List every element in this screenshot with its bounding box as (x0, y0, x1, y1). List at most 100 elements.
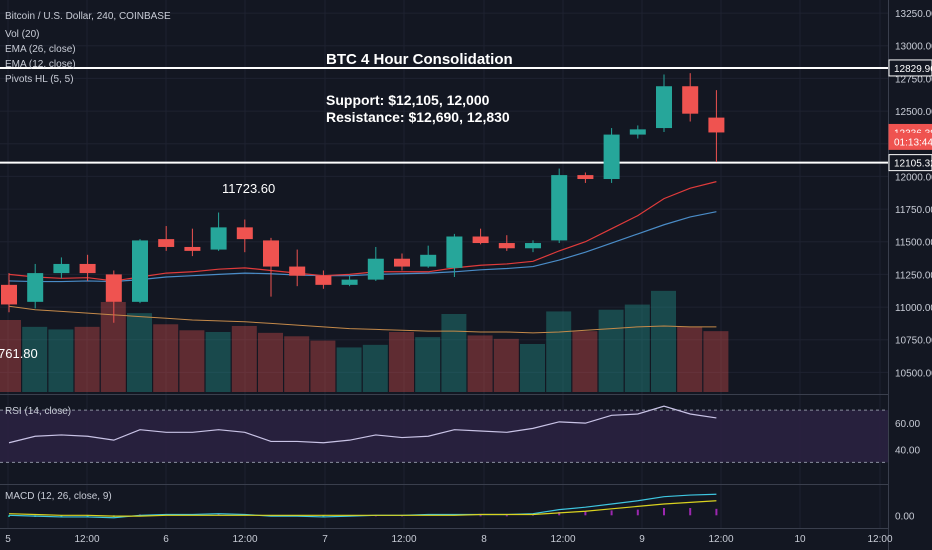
rsi-line (8, 405, 717, 444)
candle-body (184, 246, 201, 251)
macd-histogram-bar (610, 510, 613, 516)
candle-body (577, 175, 594, 180)
price-tick-label: 11000.00 (895, 303, 932, 314)
volume-ma-line (8, 305, 717, 334)
volume-bar (22, 326, 48, 392)
candle-body (79, 263, 96, 274)
ema12-line (8, 181, 717, 282)
macd-histogram-bar (8, 515, 10, 517)
candle-body (367, 258, 384, 280)
price-badge-label: 01:13:44 (894, 137, 932, 148)
candle-body (236, 227, 253, 240)
volume-bar (127, 313, 152, 392)
price-tick-label: 13250.00 (895, 9, 932, 20)
price-tick-label: 11500.00 (895, 238, 932, 249)
vol-indicator-label[interactable]: Vol (20) (5, 29, 39, 40)
macd-histogram-bar (663, 508, 665, 516)
candle-body (27, 273, 44, 302)
symbol-label[interactable]: Bitcoin / U.S. Dollar, 240, COINBASE (5, 11, 171, 22)
candle-body (708, 117, 725, 133)
price-tick-label: 11250.00 (895, 270, 932, 281)
time-tick-label: 7 (322, 534, 328, 545)
price-badge (888, 132, 932, 150)
macd-pane[interactable] (8, 493, 718, 519)
price-tick-label: 10750.00 (895, 336, 932, 347)
time-tick-label: 5 (5, 534, 11, 545)
annotation-support: Support: $12,105, 12,000 (326, 92, 490, 108)
rsi-band (0, 410, 888, 463)
candle-body (158, 239, 175, 247)
volume-bar (520, 344, 545, 392)
volume-bar (205, 332, 231, 392)
candle-body (132, 240, 148, 302)
candle-body (498, 243, 515, 249)
candle-body (341, 279, 358, 285)
volume-bar (624, 304, 650, 392)
ema26-indicator-label[interactable]: EMA (26, close) (5, 44, 76, 55)
annotation-title: BTC 4 Hour Consolidation (326, 51, 513, 68)
rsi-tick-label: 60.00 (895, 419, 920, 430)
volume-bar (231, 326, 257, 392)
macd-signal-line (8, 500, 717, 517)
volume-bar (48, 329, 74, 392)
volume-bar (546, 311, 572, 392)
macd-tick-label: 0.00 (895, 511, 915, 522)
annotation-resistance: Resistance: $12,690, 12,830 (326, 109, 510, 125)
volume-value-label: 761.80 (0, 346, 38, 361)
macd-histogram-bar (322, 515, 325, 517)
time-tick-label: 8 (481, 534, 487, 545)
volume-bar (415, 337, 441, 392)
rsi-label[interactable]: RSI (14, close) (5, 406, 71, 417)
volume-bar (74, 326, 100, 392)
volume-bar (153, 324, 179, 392)
price-badge-label: 12829.96 (894, 64, 932, 75)
volume-bar (258, 332, 283, 392)
time-tick-label: 12:00 (232, 534, 257, 545)
pivot-high-label: 11723.60 (222, 181, 275, 196)
volume-bar (651, 290, 676, 392)
time-tick-label: 6 (163, 534, 169, 545)
price-tick-label: 10500.00 (895, 368, 932, 379)
candle-body (472, 236, 489, 244)
time-tick-label: 12:00 (867, 534, 892, 545)
volume-bar (0, 320, 21, 392)
macd-histogram-bar (479, 515, 482, 517)
time-tick-label: 10 (794, 534, 806, 545)
time-tick-label: 12:00 (74, 534, 99, 545)
candle-body (629, 129, 646, 135)
macd-histogram-bar (217, 513, 220, 516)
price-pane[interactable] (0, 66, 888, 392)
time-tick-label: 12:00 (708, 534, 733, 545)
candle-body (603, 134, 620, 180)
rsi-pane[interactable] (0, 405, 888, 463)
time-tick-label: 12:00 (550, 534, 575, 545)
macd-histogram-bar (584, 511, 587, 516)
ema12-indicator-label[interactable]: EMA (12, close) (5, 59, 76, 70)
time-tick-label: 12:00 (391, 534, 416, 545)
time-tick-label: 9 (639, 534, 645, 545)
macd-histogram-bar (60, 515, 63, 517)
price-axis[interactable]: 13250.0013000.0012750.0012500.0012250.00… (888, 9, 932, 522)
time-axis[interactable]: 5 12:00 6 12:00 7 12:00 8 12:00 9 12:00 10 12:00 (5, 534, 893, 545)
volume-bar (572, 331, 598, 392)
candle-body (315, 275, 332, 285)
price-tick-label: 12500.00 (895, 107, 932, 118)
candle-body (105, 274, 122, 302)
candle-body (289, 266, 306, 276)
macd-histogram-bar (86, 515, 89, 517)
price-badge-label: 12105.32 (894, 159, 932, 170)
macd-label[interactable]: MACD (12, 26, close, 9) (5, 491, 112, 502)
volume-bar (362, 344, 388, 392)
candle-body (682, 86, 699, 114)
pivots-indicator-label[interactable]: Pivots HL (5, 5) (5, 74, 74, 85)
candle-body (420, 254, 437, 267)
candle-body (394, 258, 410, 267)
candle-body (551, 175, 568, 241)
macd-histogram-bar (558, 512, 561, 516)
price-badge (888, 154, 932, 172)
volume-bar (284, 336, 310, 392)
ema26-line (8, 211, 717, 283)
volume-bar (179, 330, 205, 392)
volume-bar (310, 340, 336, 392)
